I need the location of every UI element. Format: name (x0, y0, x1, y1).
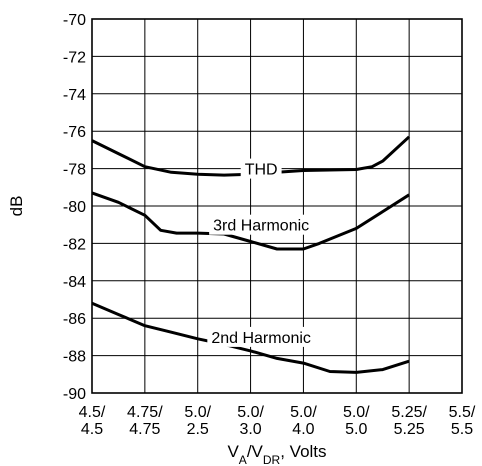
y-tick-label: -74 (63, 87, 86, 104)
x-tick-labels: 4.5/4.5 4.75/4.75 5.0/2.5 5.0/3.0 5.0/4.0 5.0… (79, 404, 476, 438)
x-tick-label: 4.5/4.5 (79, 404, 106, 438)
x-title-sub1: A (239, 453, 247, 466)
x-tick-label: 5.5/5.5 (449, 404, 476, 438)
x-tick-label: 5.25/5.25 (391, 404, 427, 438)
series-line-1 (91, 191, 410, 251)
x-title-sub2: DR (263, 453, 281, 466)
x-title-main: V (227, 442, 239, 461)
x-tick-label: 5.0/2.5 (184, 404, 211, 438)
series-label-2: 2nd Harmonic (211, 330, 311, 347)
plot-frame (91, 18, 463, 394)
y-axis-title: dB (7, 196, 26, 217)
series-line-2 (91, 301, 410, 374)
y-tick-label: -86 (63, 311, 86, 328)
y-tick-label: -78 (63, 162, 86, 179)
series-labels: THD 3rd Harmonic 2nd Harmonic (207, 158, 315, 347)
series-label-bg (207, 326, 315, 347)
y-tick-label: -90 (63, 386, 86, 403)
x-tick-label: 4.75/4.75 (127, 404, 163, 438)
x-axis-title: VA/VDR, Volts (227, 442, 326, 466)
series-label-1: 3rd Harmonic (213, 218, 309, 235)
y-tick-labels: -70 -72 -74 -76 -78 -80 -82 -84 -86 -88 -90 (63, 12, 86, 403)
y-tick-label: -70 (63, 12, 86, 29)
x-tick-label: 5.0/5.0 (343, 404, 370, 438)
series-label-bg (240, 158, 282, 179)
series-label-0: THD (245, 162, 278, 179)
x-tick-label: 5.0/3.0 (237, 404, 264, 438)
x-tick-label: 5.0/4.0 (290, 404, 317, 438)
y-tick-label: -88 (63, 349, 86, 366)
x-title-mid: /V (247, 442, 264, 461)
y-tick-label: -72 (63, 49, 86, 66)
y-tick-label: -82 (63, 236, 86, 253)
x-title-tail: , Volts (280, 442, 326, 461)
y-tick-label: -76 (63, 124, 86, 141)
y-tick-label: -84 (63, 274, 86, 291)
y-tick-label: -80 (63, 199, 86, 216)
series-label-bg (209, 214, 314, 235)
